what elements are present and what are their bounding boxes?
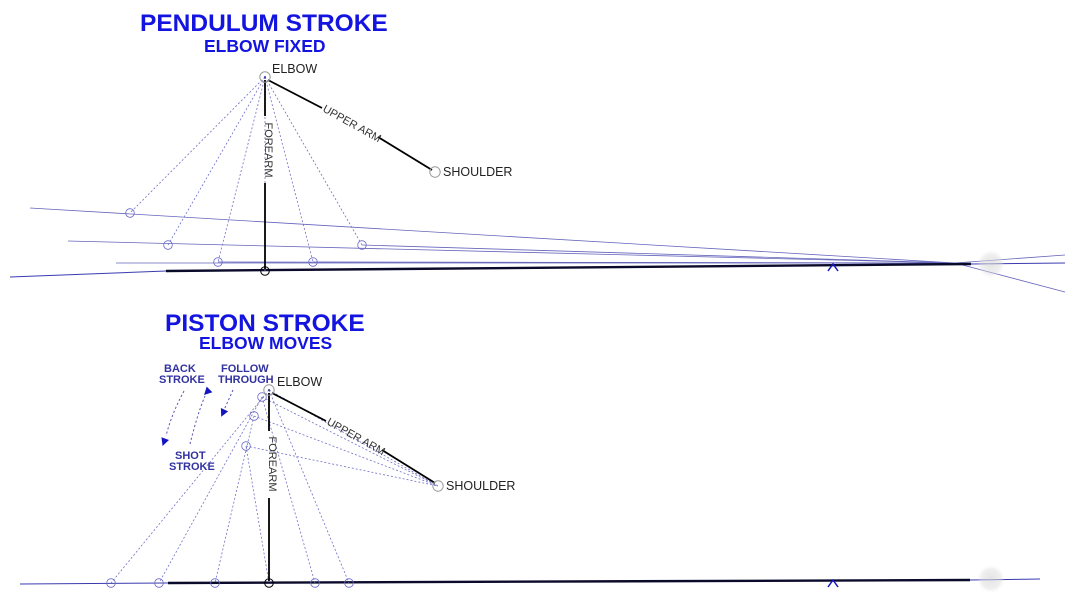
svg-text:FOREARM: FOREARM bbox=[262, 123, 274, 178]
svg-text:THROUGH: THROUGH bbox=[218, 374, 274, 386]
svg-text:STROKE: STROKE bbox=[169, 461, 215, 473]
svg-text:PENDULUM STROKE: PENDULUM STROKE bbox=[140, 10, 388, 37]
svg-text:STROKE: STROKE bbox=[159, 374, 205, 386]
svg-text:SHOULDER: SHOULDER bbox=[443, 165, 512, 179]
svg-text:FOREARM: FOREARM bbox=[266, 437, 278, 492]
svg-text:ELBOW: ELBOW bbox=[277, 375, 322, 389]
svg-text:SHOULDER: SHOULDER bbox=[446, 479, 515, 493]
svg-text:ELBOW FIXED: ELBOW FIXED bbox=[204, 36, 326, 56]
svg-text:ELBOW MOVES: ELBOW MOVES bbox=[199, 333, 332, 353]
svg-text:ELBOW: ELBOW bbox=[272, 62, 317, 76]
